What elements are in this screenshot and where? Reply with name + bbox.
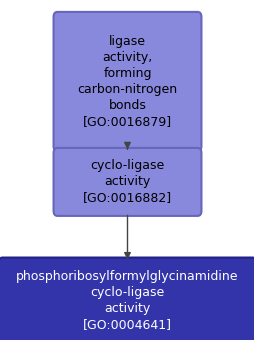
FancyBboxPatch shape xyxy=(53,148,201,216)
Text: ligase
activity,
forming
carbon-nitrogen
bonds
[GO:0016879]: ligase activity, forming carbon-nitrogen… xyxy=(77,35,177,128)
Text: phosphoribosylformylglycinamidine
cyclo-ligase
activity
[GO:0004641]: phosphoribosylformylglycinamidine cyclo-… xyxy=(16,270,238,332)
Text: cyclo-ligase
activity
[GO:0016882]: cyclo-ligase activity [GO:0016882] xyxy=(83,159,171,204)
FancyBboxPatch shape xyxy=(0,258,254,340)
FancyBboxPatch shape xyxy=(53,12,201,151)
